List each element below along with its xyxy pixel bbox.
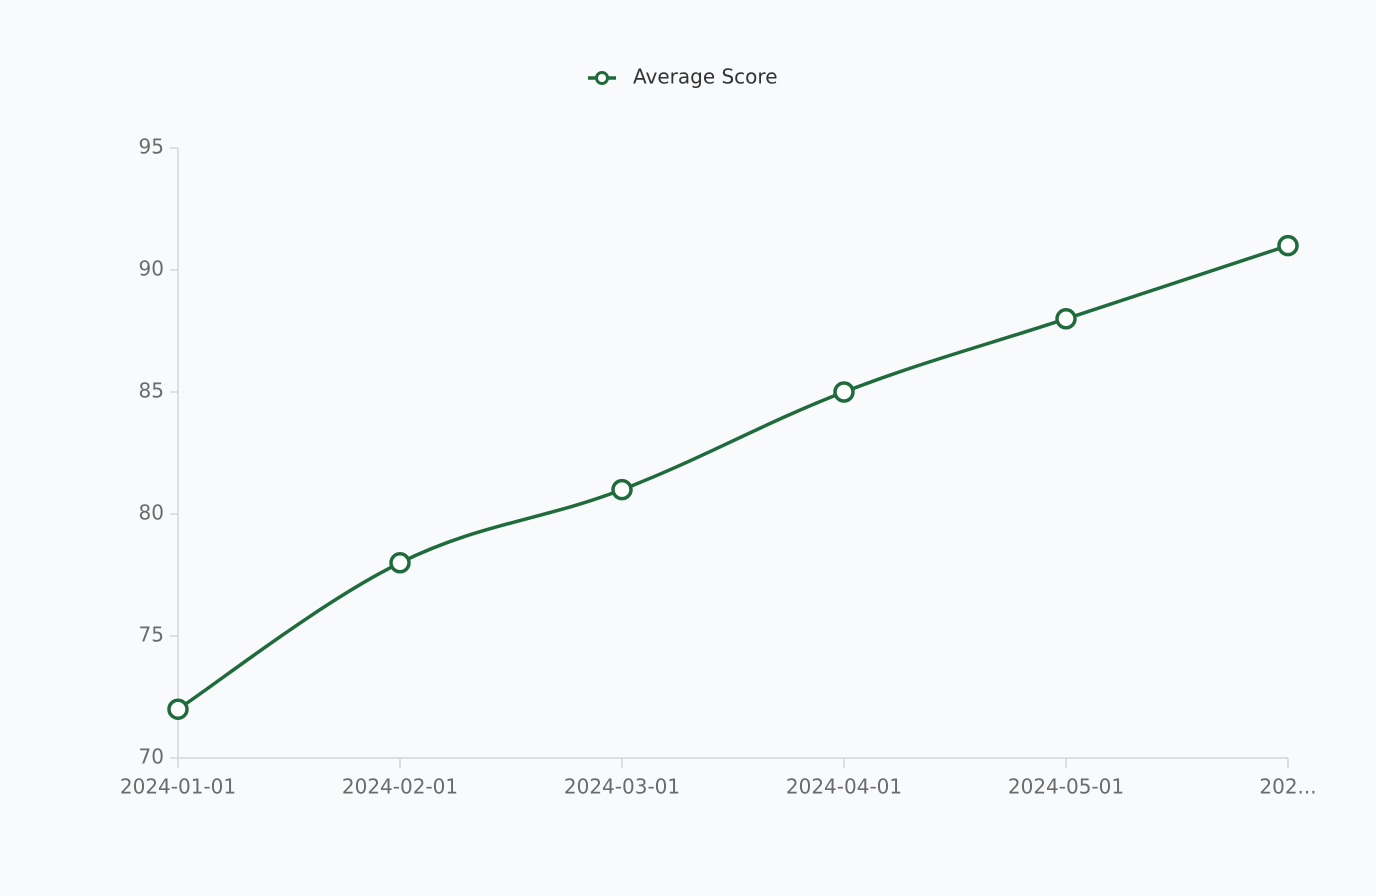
point	[389, 552, 411, 574]
x-tick-label: 2024-01-01	[120, 775, 236, 799]
point	[1277, 234, 1299, 257]
x-tick-label: 2024-04-01	[786, 775, 902, 799]
point	[833, 381, 855, 403]
y-tick-label: 95	[139, 135, 164, 159]
point	[167, 698, 189, 720]
y-tick-label: 75	[139, 623, 164, 647]
line	[177, 243, 1289, 711]
x-tick-label: 2024-02-01	[342, 775, 458, 799]
y-tick-label: 90	[139, 257, 164, 281]
y-tick-label: 80	[139, 501, 164, 525]
legend-label: Average Score	[633, 65, 778, 89]
x-tick-label: 202...	[1259, 775, 1316, 799]
legend-marker	[595, 71, 609, 85]
x-tick-label: 2024-05-01	[1008, 775, 1124, 799]
point	[611, 478, 633, 501]
x-tick-label: 2024-03-01	[564, 775, 680, 799]
point	[1055, 308, 1077, 330]
y-tick-label: 70	[139, 745, 164, 769]
y-tick-label: 85	[139, 379, 164, 403]
